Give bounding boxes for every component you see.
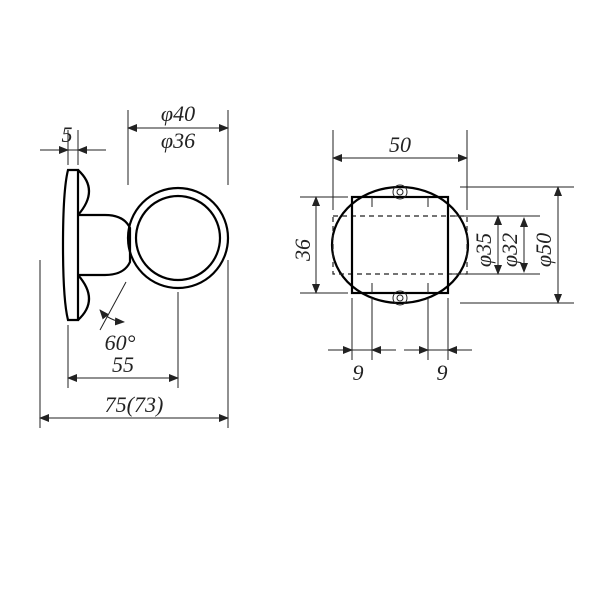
dim-phi50: φ50 [531, 187, 558, 303]
label-36: 36 [290, 239, 315, 262]
label-9l: 9 [353, 360, 364, 385]
dim-angle60: 60° [100, 282, 136, 355]
label-phi40: φ40 [161, 101, 195, 126]
label-75-73: 75(73) [105, 392, 164, 417]
technical-drawing: 5 φ40 φ36 60° 55 75(73) [0, 0, 600, 600]
label-50: 50 [389, 132, 411, 157]
label-55: 55 [112, 352, 134, 377]
label-5: 5 [62, 122, 73, 147]
label-phi35: φ35 [471, 233, 496, 267]
left-view [63, 170, 228, 320]
label-phi36: φ36 [161, 128, 195, 153]
front-view [332, 185, 468, 305]
dim-9-right: 9 [404, 298, 472, 385]
dim-9-left: 9 [328, 298, 396, 385]
dim-phi32: φ32 [497, 218, 524, 272]
label-9r: 9 [437, 360, 448, 385]
dim-phi40-36: φ40 φ36 [128, 101, 228, 185]
dim-phi35: φ35 [471, 216, 498, 274]
dim-5: 5 [40, 122, 106, 165]
dim-36: 36 [290, 197, 348, 293]
label-phi32: φ32 [497, 233, 522, 267]
label-phi50: φ50 [531, 233, 556, 267]
